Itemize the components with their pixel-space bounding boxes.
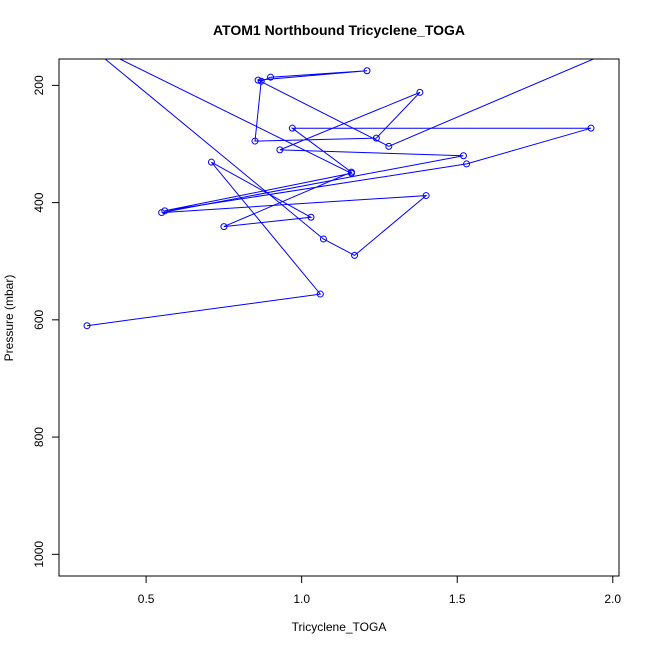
series-line: [86, 59, 592, 327]
y-axis: 200 400 600 800 1000: [32, 75, 59, 568]
data-point: [463, 160, 471, 168]
data-point: [288, 124, 296, 132]
data-point: [267, 73, 275, 81]
x-axis: 0.5 1.0 1.5 2.0: [138, 576, 621, 606]
data-point: [251, 137, 259, 145]
data-point: [207, 158, 215, 166]
data-point: [83, 322, 91, 330]
data-point: [422, 192, 430, 200]
data-point: [316, 290, 324, 298]
data-point: [587, 124, 595, 132]
plot-frame: [58, 58, 620, 577]
x-tick-label: 1.5: [449, 592, 466, 606]
x-tick-label: 0.5: [138, 592, 155, 606]
data-point: [319, 235, 327, 243]
plot-area: [83, 59, 603, 330]
x-axis-label: Tricyclene_TOGA: [292, 620, 387, 634]
y-tick-label: 200: [32, 75, 46, 95]
y-tick-label: 400: [32, 192, 46, 212]
data-point: [276, 146, 284, 154]
series-line: [104, 59, 595, 256]
data-point: [254, 76, 262, 84]
y-tick-label: 600: [32, 310, 46, 330]
data-point: [385, 142, 393, 150]
data-point: [459, 152, 467, 160]
data-point: [161, 207, 169, 215]
y-tick-label: 1000: [32, 541, 46, 568]
data-point: [307, 213, 315, 221]
data-point: [347, 169, 355, 177]
data-point: [416, 88, 424, 96]
data-point: [363, 67, 371, 75]
y-tick-label: 800: [32, 427, 46, 447]
data-point: [372, 134, 380, 142]
data-point: [257, 77, 265, 85]
chart-title: ATOM1 Northbound Tricyclene_TOGA: [213, 22, 465, 38]
data-point: [220, 223, 228, 231]
data-point: [351, 251, 359, 259]
y-axis-label: Pressure (mbar): [2, 275, 16, 362]
x-tick-label: 1.0: [293, 592, 310, 606]
x-tick-label: 2.0: [604, 592, 621, 606]
